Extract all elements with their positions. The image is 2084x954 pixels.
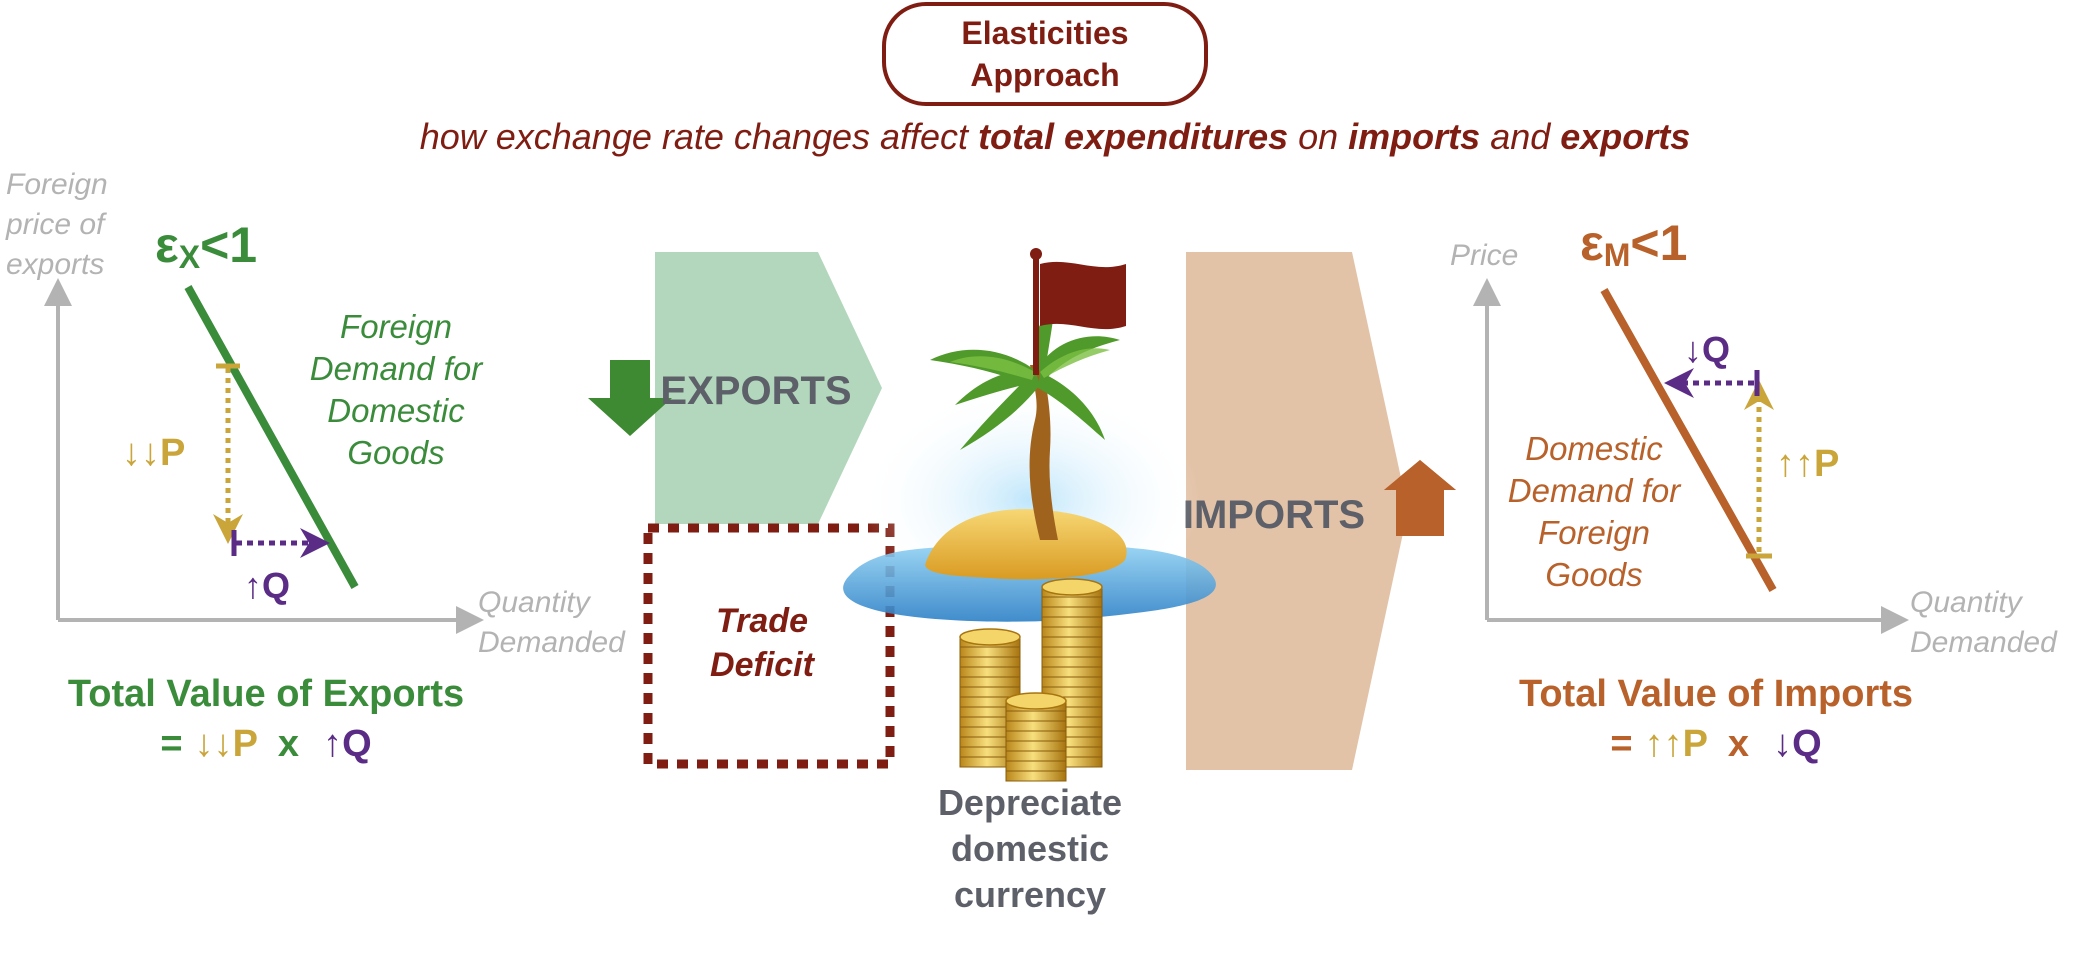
right-curve-label-1: Domestic (1525, 430, 1663, 467)
coins-icon (959, 578, 1103, 782)
left-chart: Foreign price of exports Quantity Demand… (5, 168, 626, 765)
right-total-formula: = ↑↑P x ↓Q (1610, 723, 1821, 765)
left-x-axis-label-1: Quantity (478, 586, 592, 619)
subtitle-part: total expenditures (978, 116, 1288, 157)
subtitle-part: exports (1560, 116, 1690, 157)
left-y-axis-label-1: Foreign (6, 168, 108, 201)
trade-deficit-box: Trade Deficit (643, 523, 895, 769)
right-total-title: Total Value of Imports (1519, 673, 1913, 715)
right-curve-label-2: Demand for (1508, 472, 1682, 509)
right-x-axis-label-1: Quantity (1910, 586, 2024, 619)
depreciate-line-2: domestic (951, 828, 1109, 869)
left-total-title: Total Value of Exports (68, 673, 464, 715)
left-x-axis-label-2: Demanded (478, 626, 626, 659)
palm-island-icon (843, 305, 1216, 622)
trade-deficit-line-1: Trade (716, 602, 808, 640)
subtitle-part: and (1480, 116, 1560, 157)
up-arrow-icon (1384, 460, 1456, 536)
imports-block: IMPORTS (1183, 252, 1456, 770)
left-quantity-change: ↑Q (244, 565, 290, 606)
trade-deficit-line-2: Deficit (710, 646, 816, 684)
flag-icon (1030, 248, 1126, 375)
exports-label: EXPORTS (660, 369, 851, 413)
right-curve-label-3: Foreign (1538, 514, 1650, 551)
right-price-change: ↑↑P (1776, 443, 1839, 485)
right-demand-curve (1600, 288, 1777, 592)
title-line-1: Elasticities (961, 15, 1128, 51)
right-x-axis-label-2: Demanded (1910, 626, 2058, 659)
title-line-2: Approach (970, 57, 1119, 93)
subtitle-part: imports (1348, 116, 1480, 157)
depreciate-line-3: currency (954, 874, 1106, 915)
left-price-change: ↓↓P (122, 432, 185, 474)
imports-chevron (1186, 252, 1408, 770)
right-quantity-change: ↓Q (1684, 329, 1730, 370)
left-total-formula: = ↓↓P x ↑Q (160, 723, 371, 765)
right-chart: Price Quantity Demanded εM<1 Domestic De… (1450, 215, 2058, 765)
down-arrow-icon (588, 360, 672, 436)
left-elasticity-label: εX<1 (155, 217, 257, 275)
subtitle-part: how exchange rate changes affect (420, 116, 978, 157)
exports-chevron (655, 252, 882, 524)
right-elasticity-label: εM<1 (1580, 215, 1687, 273)
right-y-axis-label: Price (1450, 239, 1518, 272)
subtitle-part: on (1288, 116, 1348, 157)
depreciate-line-1: Depreciate (938, 782, 1122, 823)
right-curve-label-4: Goods (1545, 556, 1642, 593)
left-curve-label-1: Foreign (340, 308, 452, 345)
left-curve-label-2: Demand for (310, 350, 484, 387)
left-y-axis-label-3: exports (6, 248, 104, 281)
exports-block: EXPORTS (588, 252, 882, 524)
left-y-axis-label-2: price of (5, 208, 107, 241)
imports-label: IMPORTS (1183, 493, 1365, 537)
left-curve-label-4: Goods (347, 434, 444, 471)
subtitle: how exchange rate changes affect total e… (420, 116, 1691, 157)
title-box: Elasticities Approach (882, 2, 1208, 106)
left-curve-label-3: Domestic (327, 392, 465, 429)
